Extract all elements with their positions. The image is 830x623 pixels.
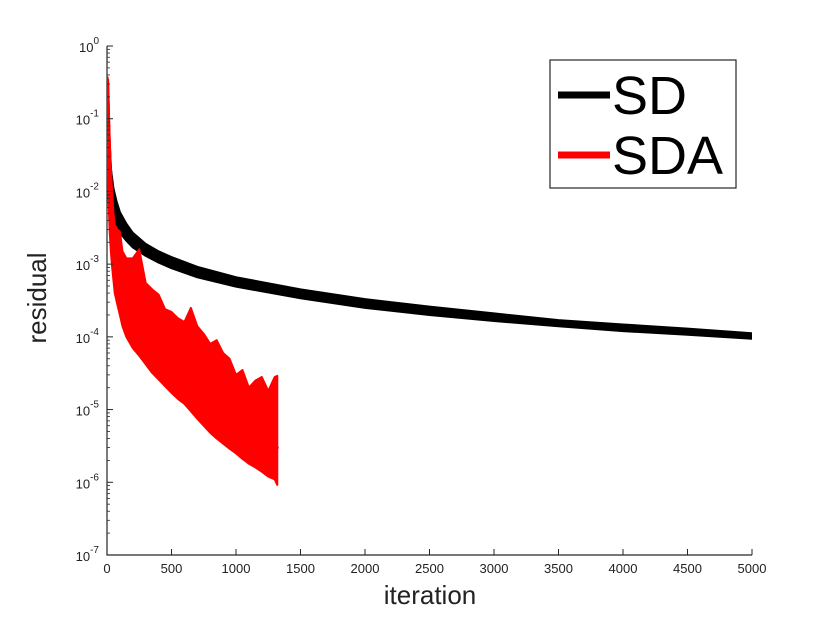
series-sd-point (124, 230, 128, 234)
series-sda-point (150, 329, 154, 333)
x-tick-label: 2000 (351, 561, 380, 576)
series-sd-point (750, 335, 752, 339)
series-sd-point (234, 281, 238, 285)
series-sda-point (253, 437, 257, 441)
series-sda-point (189, 386, 193, 390)
series-sda-point (163, 351, 167, 355)
series-layer (107, 76, 752, 486)
series-sd-point (144, 249, 148, 253)
series-sd-point (115, 208, 119, 212)
series-sda-point (240, 429, 244, 433)
series-sd-point (299, 293, 302, 297)
series-sda-point (157, 340, 161, 344)
series-sda-point (195, 393, 199, 397)
series-sd-band (107, 77, 752, 340)
series-sda-point (275, 446, 279, 450)
series-sd-point (157, 256, 161, 260)
series-sda-point (170, 360, 173, 364)
series-sda-point (234, 426, 238, 430)
series-sda-point (215, 412, 219, 416)
x-tick-label: 0 (103, 561, 110, 576)
y-tick-label: 100 (79, 36, 99, 55)
series-sda-point (202, 399, 206, 403)
series-sda-point (266, 442, 270, 446)
series-sd-point (621, 327, 625, 331)
series-sd-point (195, 271, 199, 275)
series-sd-point (492, 316, 496, 320)
y-tick-label: 10-1 (76, 109, 100, 128)
x-tick-label: 4000 (609, 561, 638, 576)
series-sda-point (273, 445, 277, 449)
series-sd-point (170, 262, 173, 266)
series-sda-point (110, 218, 114, 222)
x-tick-label: 1000 (222, 561, 251, 576)
x-tick-label: 4500 (673, 561, 702, 576)
x-tick-label: 2500 (415, 561, 444, 576)
series-sda-point (113, 245, 117, 249)
y-tick-label: 10-4 (76, 327, 100, 346)
series-sd-point (363, 302, 367, 306)
x-tick-label: 5000 (738, 561, 767, 576)
series-sda-point (208, 406, 212, 410)
series-sda-point (115, 259, 119, 263)
y-axis-title: residual (22, 252, 52, 343)
series-sda-point (111, 233, 115, 237)
x-tick-label: 500 (161, 561, 183, 576)
tick-layer: 0 500 1000 1500 2000 2500 3000 3500 4000 4500 5000… (76, 36, 767, 576)
y-tick-label: 10-6 (76, 472, 100, 491)
series-sda-point (137, 310, 141, 314)
series-sd-point (131, 239, 135, 243)
series-sda-point (131, 302, 135, 306)
series-sda-band (107, 76, 279, 486)
y-tick-label: 10-7 (76, 545, 100, 564)
series-sda-point (109, 196, 113, 200)
x-tick-label: 3000 (480, 561, 509, 576)
series-sd-point (118, 218, 122, 222)
series-sda-point (260, 439, 264, 443)
series-sda-point (120, 281, 124, 285)
x-axis-title: iteration (384, 580, 477, 610)
series-sd-point (428, 310, 431, 314)
y-tick-label: 10-3 (76, 254, 100, 273)
series-sda (107, 76, 279, 486)
series-sda-point (176, 369, 180, 373)
series-sda-point (221, 417, 225, 421)
x-tick-label: 3500 (544, 561, 573, 576)
series-sda-point (247, 433, 251, 437)
x-tick-label: 1500 (286, 561, 315, 576)
series-sda-point (107, 77, 109, 81)
series-sda-point (182, 377, 186, 381)
series-sda-point (144, 319, 148, 323)
legend-label-sd: SD (612, 66, 687, 126)
y-tick-label: 10-2 (76, 181, 100, 200)
legend-box (549, 59, 737, 189)
series-sda-point (228, 421, 232, 425)
series-sd-point (557, 322, 560, 326)
series-sda-point (118, 269, 122, 273)
legend-label-sda: SDA (612, 126, 723, 186)
series-sda-point (124, 293, 128, 297)
y-tick-label: 10-5 (76, 400, 100, 419)
series-sd-point (686, 330, 689, 334)
